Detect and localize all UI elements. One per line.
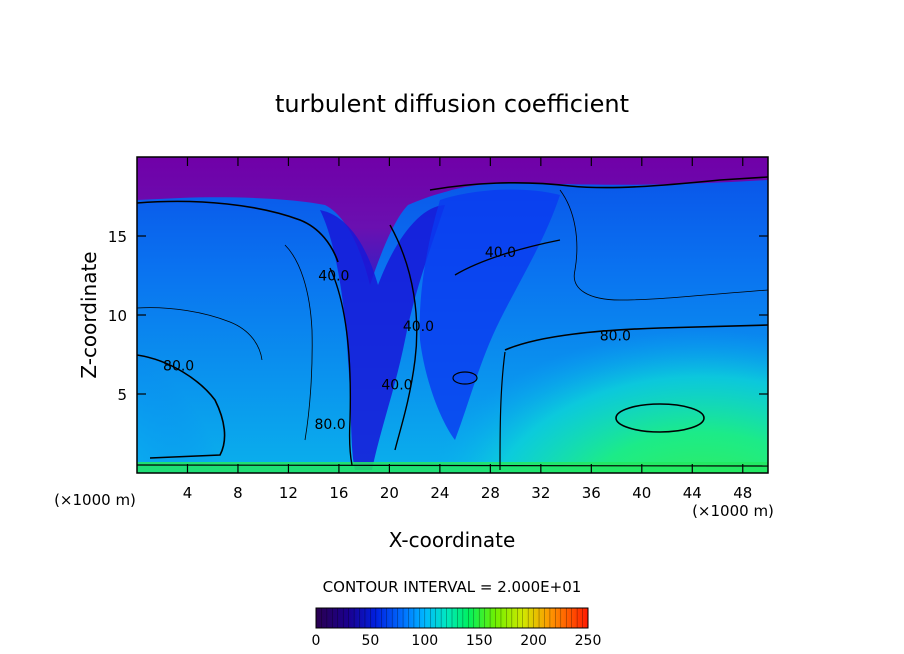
field-surface-layer — [137, 462, 768, 473]
colorbar-stripes — [321, 608, 583, 628]
field-left-cell — [137, 250, 367, 473]
contour-label-1: 40.0 — [485, 245, 516, 261]
x-axis-label: X-coordinate — [389, 528, 516, 552]
contour-40-left — [137, 200, 339, 263]
x-tick-label-0: 4 — [183, 484, 193, 502]
contour-40-right-branch — [454, 239, 561, 276]
x-tick-label-7: 32 — [531, 484, 550, 502]
contour-label-3: 40.0 — [381, 378, 412, 394]
contour-40-central — [389, 224, 418, 451]
colorbar: 0 50 100 150 200 250 — [312, 607, 602, 649]
contour-surface — [137, 464, 768, 467]
contour-40-top — [429, 176, 768, 191]
colorbar-frame — [315, 607, 589, 629]
contour-label-5: 80.0 — [600, 329, 631, 345]
contour-100-right-cell — [615, 403, 705, 433]
x-unit-label-left: (×1000 m) — [54, 491, 136, 509]
contour-80-right — [504, 324, 768, 351]
x-tick-label-5: 24 — [430, 484, 449, 502]
x-tick-label-6: 28 — [481, 484, 500, 502]
x-tick-label-9: 40 — [632, 484, 651, 502]
contour-small-cell — [452, 371, 478, 385]
colorbar-tick-labels: 0 50 100 150 200 250 — [312, 633, 602, 649]
x-tick-label-11: 48 — [733, 484, 752, 502]
colorbar-tick-label-3: 150 — [466, 633, 493, 649]
x-tick-label-10: 44 — [683, 484, 702, 502]
colorbar-tick-label-2: 100 — [411, 633, 438, 649]
field-top-layer — [137, 157, 768, 285]
contour-60-inner-left — [284, 244, 313, 441]
y-axis-ticks: 5 10 15 — [108, 228, 768, 404]
colorbar-tick-label-4: 200 — [520, 633, 547, 649]
contour-interval-text: CONTOUR INTERVAL = 2.000E+01 — [323, 578, 582, 596]
contour-label-0: 40.0 — [318, 269, 349, 285]
contour-label-2: 40.0 — [403, 319, 434, 335]
x-axis-ticks: 4 8 12 16 20 24 28 32 36 40 44 48 — [183, 157, 752, 502]
contour-80-right-wall — [499, 351, 506, 471]
chart-title: turbulent diffusion coefficient — [275, 90, 629, 118]
heatmap-field — [137, 157, 768, 473]
colorbar-tick-label-5: 250 — [575, 633, 602, 649]
field-central-plume — [320, 205, 445, 470]
colorbar-tick-label-1: 50 — [361, 633, 379, 649]
x-tick-label-1: 8 — [233, 484, 243, 502]
y-axis-label: Z-coordinate — [77, 251, 101, 378]
contour-label-6: 80.0 — [315, 417, 346, 433]
x-unit-label-right: (×1000 m) — [692, 502, 774, 520]
field-secondary-plume — [419, 189, 560, 440]
x-tick-label-3: 16 — [329, 484, 348, 502]
contour-labels: 40.0 40.0 40.0 40.0 80.0 80.0 80.0 — [163, 245, 631, 433]
y-tick-label-0: 5 — [117, 386, 127, 404]
y-tick-label-1: 10 — [108, 307, 127, 325]
contour-60-right — [559, 189, 768, 301]
contour-label-4: 80.0 — [163, 359, 194, 375]
x-tick-label-4: 20 — [380, 484, 399, 502]
x-tick-label-2: 12 — [279, 484, 298, 502]
y-tick-label-2: 15 — [108, 228, 127, 246]
contour-60-left — [137, 307, 263, 361]
contour-lines — [137, 176, 768, 471]
contour-80-left — [137, 354, 226, 459]
colorbar-tick-label-0: 0 — [312, 633, 321, 649]
contour-40-left-descending — [329, 267, 353, 466]
x-tick-label-8: 36 — [582, 484, 601, 502]
